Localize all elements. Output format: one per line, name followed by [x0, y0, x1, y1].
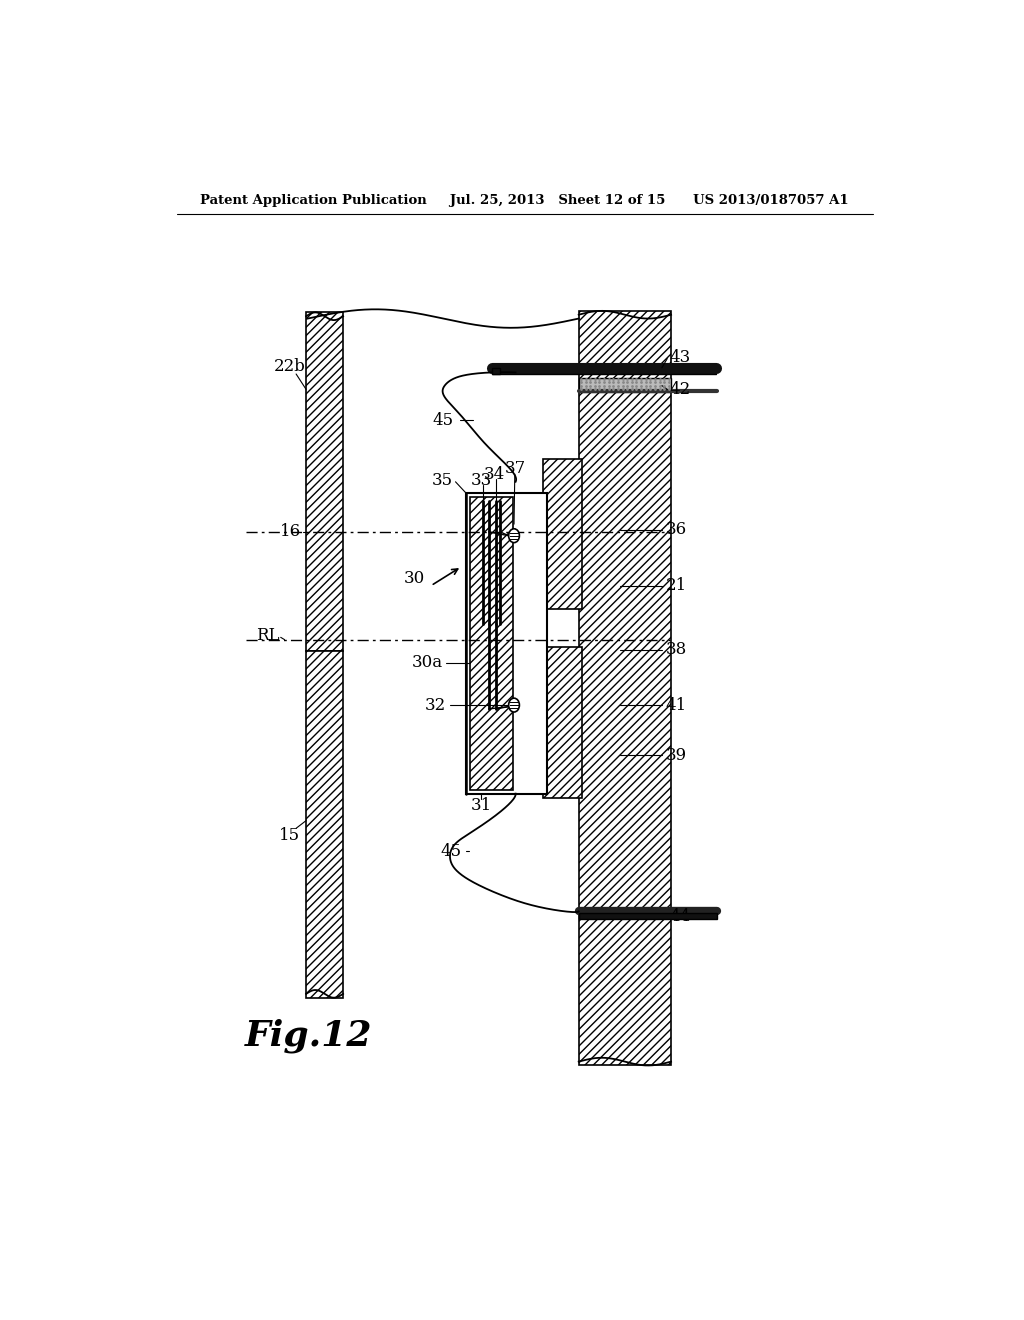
- Bar: [579, 913, 717, 919]
- Text: 33: 33: [470, 471, 492, 488]
- Ellipse shape: [509, 529, 519, 543]
- Bar: [579, 312, 671, 1065]
- Text: 31: 31: [470, 797, 492, 813]
- Text: 45: 45: [433, 412, 454, 429]
- Text: 45: 45: [440, 843, 462, 859]
- Text: Fig.12: Fig.12: [245, 1019, 372, 1053]
- Text: 43: 43: [670, 348, 691, 366]
- Bar: [306, 313, 343, 651]
- Text: 37: 37: [505, 461, 526, 478]
- Text: 21: 21: [666, 577, 687, 594]
- Text: 39: 39: [666, 747, 687, 764]
- Text: 30a: 30a: [412, 655, 442, 672]
- Text: 44: 44: [670, 908, 691, 925]
- Bar: [470, 498, 513, 789]
- Text: 36: 36: [666, 521, 687, 539]
- Bar: [544, 459, 582, 609]
- Text: 41: 41: [666, 697, 687, 714]
- Text: 16: 16: [281, 523, 301, 540]
- Ellipse shape: [509, 698, 519, 711]
- Bar: [579, 378, 671, 392]
- Bar: [466, 494, 547, 793]
- Text: 35: 35: [431, 471, 453, 488]
- Bar: [493, 368, 500, 374]
- Text: 15: 15: [280, 828, 300, 845]
- Text: RL: RL: [256, 627, 280, 644]
- Text: 32: 32: [425, 697, 446, 714]
- Text: 22b: 22b: [274, 358, 306, 375]
- Text: Patent Application Publication     Jul. 25, 2013   Sheet 12 of 15      US 2013/0: Patent Application Publication Jul. 25, …: [201, 194, 849, 207]
- Bar: [306, 651, 343, 998]
- Bar: [544, 647, 582, 797]
- Text: 34: 34: [483, 466, 505, 483]
- Text: 38: 38: [666, 642, 687, 659]
- Text: 30: 30: [403, 569, 425, 586]
- Text: 42: 42: [670, 381, 691, 397]
